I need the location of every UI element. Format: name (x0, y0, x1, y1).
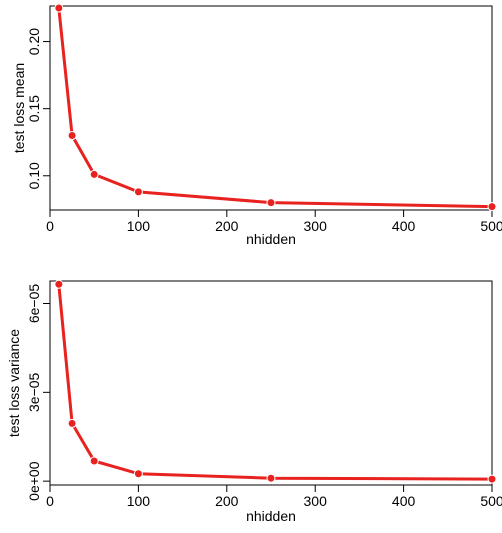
plot-frame (49, 280, 493, 486)
x-tick-label: 200 (215, 493, 239, 509)
data-point (266, 198, 276, 208)
plot-frame (49, 5, 493, 211)
x-tick-label: 400 (392, 493, 416, 509)
variance-panel: 0 100 200 300 400 500 0e+00 3e−05 6e−05 nhidden te… (6, 279, 502, 524)
y-tick-label: 6e−05 (26, 284, 42, 324)
mean-panel: 0 100 200 300 400 500 0.10 0.15 0.20 nhidden test … (11, 3, 502, 247)
data-point (133, 187, 143, 197)
x-tick-label: 0 (46, 493, 54, 509)
data-point (54, 3, 64, 13)
x-tick-label: 400 (392, 218, 416, 234)
x-tick-label: 100 (127, 218, 151, 234)
x-tick-label: 500 (480, 218, 502, 234)
x-tick-label: 0 (46, 218, 54, 234)
y-tick-label: 3e−05 (26, 372, 42, 412)
x-axis-label: nhidden (246, 231, 296, 247)
y-axis-label: test loss mean (11, 63, 27, 153)
data-point (133, 469, 143, 479)
y-axis-label: test loss variance (6, 329, 22, 437)
x-axis-label: nhidden (246, 508, 296, 524)
data-point (54, 279, 64, 289)
data-point (67, 418, 77, 428)
data-point (89, 456, 99, 466)
x-tick-label: 200 (215, 218, 239, 234)
data-point (266, 473, 276, 483)
x-tick-label: 300 (304, 218, 328, 234)
x-tick-label: 100 (127, 493, 151, 509)
y-tick-label: 0.15 (26, 95, 42, 122)
data-point (487, 202, 497, 212)
y-tick-label: 0.20 (26, 28, 42, 55)
series-line (57, 6, 494, 209)
y-tick-label: 0.10 (26, 162, 42, 189)
data-point (487, 474, 497, 484)
x-tick-label: 500 (480, 493, 502, 509)
y-tick-label: 0e+00 (26, 461, 42, 501)
data-point (67, 131, 77, 141)
data-point (89, 169, 99, 179)
series-line (57, 282, 494, 481)
x-tick-label: 300 (304, 493, 328, 509)
